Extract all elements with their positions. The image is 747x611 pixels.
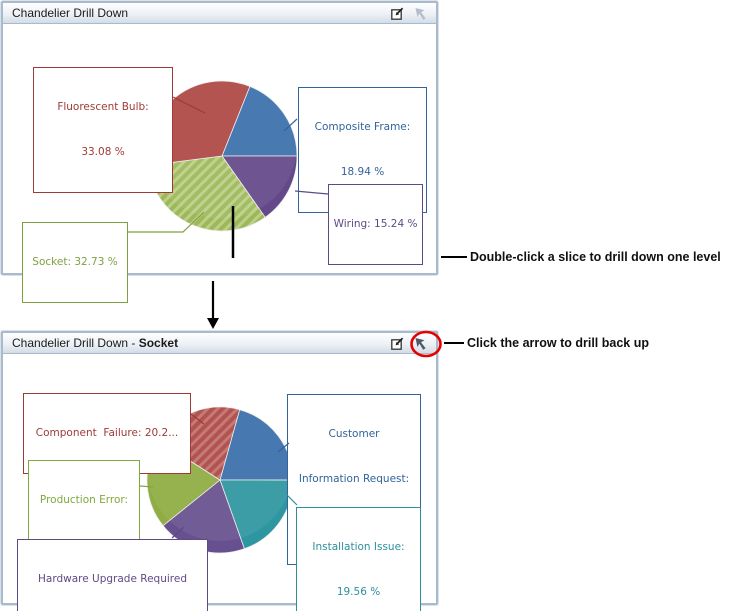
- panel-title-text: Chandelier Drill Down: [12, 6, 129, 20]
- label-line: Production Error:: [39, 494, 129, 506]
- panel-titlebar: Chandelier Drill Down: [3, 3, 436, 24]
- label-line: Socket: 32.73 %: [32, 256, 118, 268]
- pie-label-hardware-upgrade: Hardware Upgrade Required To Operate: 19…: [17, 539, 208, 611]
- down-arrow-head: [207, 318, 219, 329]
- label-line: Information Request:: [298, 473, 410, 485]
- panel-titlebar: Chandelier Drill Down - Socket: [3, 333, 436, 354]
- panel-title: Chandelier Drill Down: [12, 6, 389, 20]
- label-line: Customer: [328, 428, 380, 440]
- export-icon[interactable]: [389, 335, 405, 351]
- drill-down-annotation: Double-click a slice to drill down one l…: [470, 250, 721, 264]
- pie-label-wiring: Wiring: 15.24 %: [328, 184, 423, 265]
- panel-title-bold: Socket: [138, 336, 179, 350]
- pie-label-socket: Socket: 32.73 %: [22, 222, 128, 303]
- drill-up-annotation: Click the arrow to drill back up: [467, 336, 649, 350]
- label-line: 18.94 %: [340, 166, 385, 178]
- drill-up-arrow-icon: [412, 5, 428, 21]
- label-line: Fluorescent Bulb:: [57, 101, 149, 113]
- label-line: 33.08 %: [81, 146, 125, 158]
- label-line: Hardware Upgrade Required: [38, 573, 187, 585]
- pie-slice-composite-frame[interactable]: [221, 85, 298, 157]
- label-line: 19.56 %: [336, 586, 381, 598]
- label-line: Component Failure: 20.2...: [35, 427, 179, 439]
- label-line: Installation Issue:: [312, 541, 405, 553]
- pie-label-installation-issue: Installation Issue: 19.56 %: [296, 507, 421, 611]
- titlebar-icons: [389, 5, 428, 21]
- label-line: Composite Frame:: [314, 121, 411, 133]
- panel-title-text: Chandelier Drill Down -: [12, 336, 139, 350]
- label-line: Wiring: 15.24 %: [333, 218, 418, 230]
- pie-label-fluorescent-bulb: Fluorescent Bulb: 33.08 %: [33, 67, 173, 193]
- export-icon[interactable]: [389, 5, 405, 21]
- pie-slice-wiring[interactable]: [221, 155, 298, 218]
- titlebar-icons: [389, 335, 428, 351]
- drill-up-arrow-icon[interactable]: [412, 335, 428, 351]
- panel-title: Chandelier Drill Down - Socket: [12, 336, 389, 350]
